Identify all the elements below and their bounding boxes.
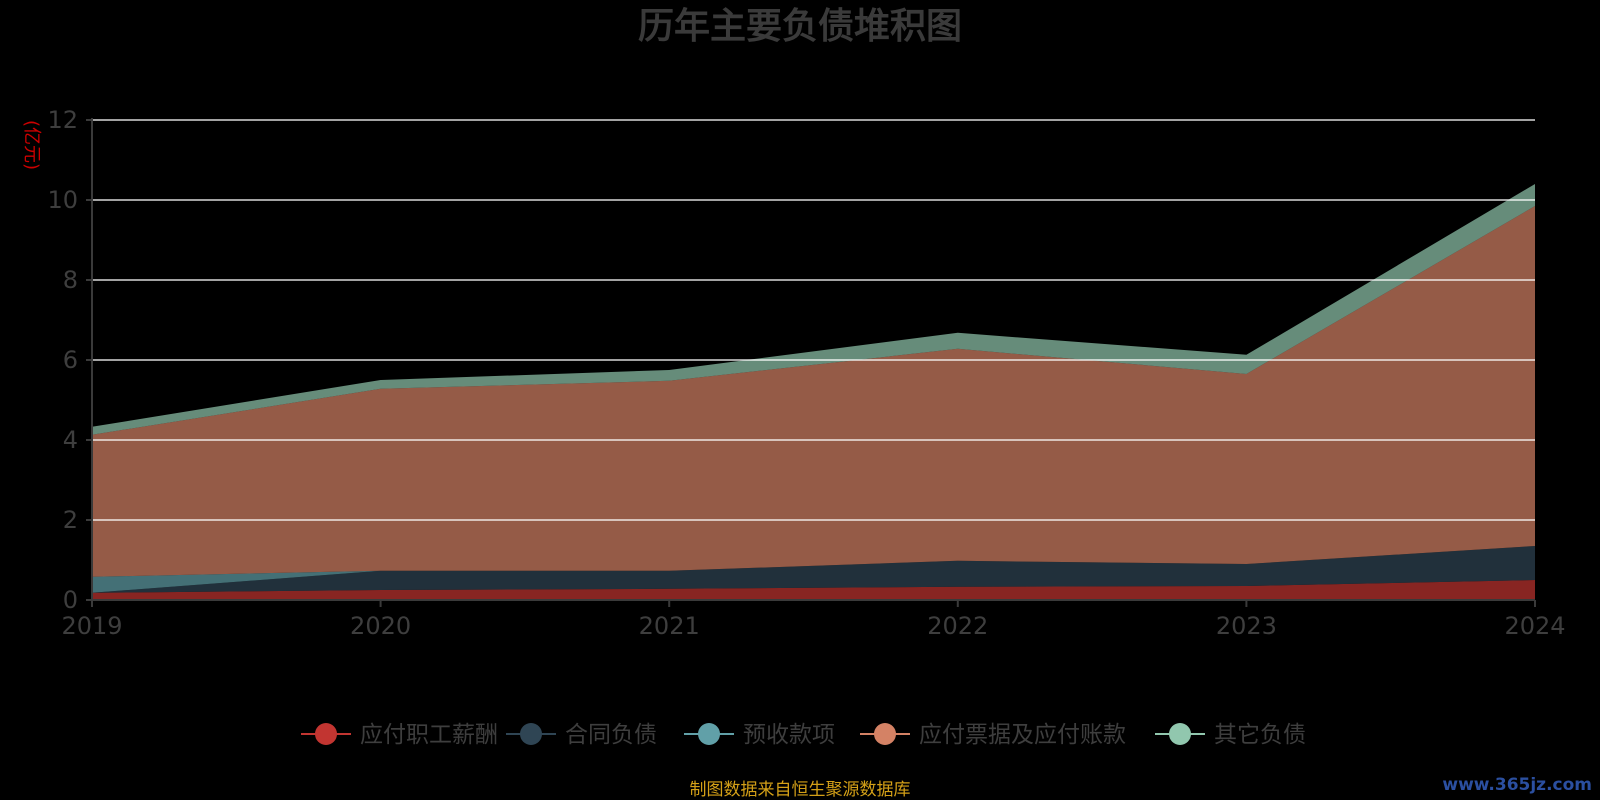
legend-label: 应付职工薪酬 [360, 722, 498, 748]
legend-label: 预收款项 [743, 722, 835, 748]
area-series-1 [92, 580, 1535, 600]
area-series-2 [92, 546, 1535, 593]
legend-item-3[interactable]: 预收款项 [684, 722, 835, 748]
y-tick-label: 0 [63, 586, 78, 614]
x-tick-label: 2024 [1504, 612, 1565, 640]
y-tick-label: 8 [63, 266, 78, 294]
legend-label: 应付票据及应付账款 [919, 722, 1126, 748]
legend-marker-icon [315, 723, 337, 745]
y-tick-label: 10 [47, 186, 78, 214]
x-tick-label: 2021 [639, 612, 700, 640]
source-note: 制图数据来自恒生聚源数据库 [690, 780, 911, 800]
legend-item-4[interactable]: 应付票据及应付账款 [860, 722, 1126, 748]
area-series-5 [92, 184, 1535, 435]
x-tick-label: 2023 [1216, 612, 1277, 640]
chart-title: 历年主要负债堆积图 [638, 6, 962, 47]
legend-label: 合同负债 [565, 722, 657, 748]
legend-item-1[interactable]: 应付职工薪酬 [301, 722, 498, 748]
legend-marker-icon [520, 723, 542, 745]
area-layer [92, 184, 1535, 600]
y-tick-label: 6 [63, 346, 78, 374]
x-tick-label: 2020 [350, 612, 411, 640]
legend: 应付职工薪酬 合同负债 预收款项 应付票据及应付账款 其它负债 [301, 722, 1306, 748]
area-series-4 [92, 206, 1535, 577]
legend-item-5[interactable]: 其它负债 [1155, 722, 1306, 748]
legend-label: 其它负债 [1214, 722, 1306, 748]
legend-marker-icon [1169, 723, 1191, 745]
y-tick-label: 4 [63, 426, 78, 454]
x-tick-label: 2022 [927, 612, 988, 640]
y-tick-label: 2 [63, 506, 78, 534]
legend-marker-icon [874, 723, 896, 745]
axes-layer: 0 2 4 6 8 10 12 2019 2020 2021 2022 2023 2024 [47, 106, 1565, 640]
y-axis-unit-label: (亿元) [21, 120, 42, 170]
watermark: www.365jz.com [1442, 775, 1592, 795]
x-tick-label: 2019 [61, 612, 122, 640]
y-tick-label: 12 [47, 106, 78, 134]
grid-layer [92, 119, 1535, 521]
legend-marker-icon [698, 723, 720, 745]
legend-item-2[interactable]: 合同负债 [506, 722, 657, 748]
